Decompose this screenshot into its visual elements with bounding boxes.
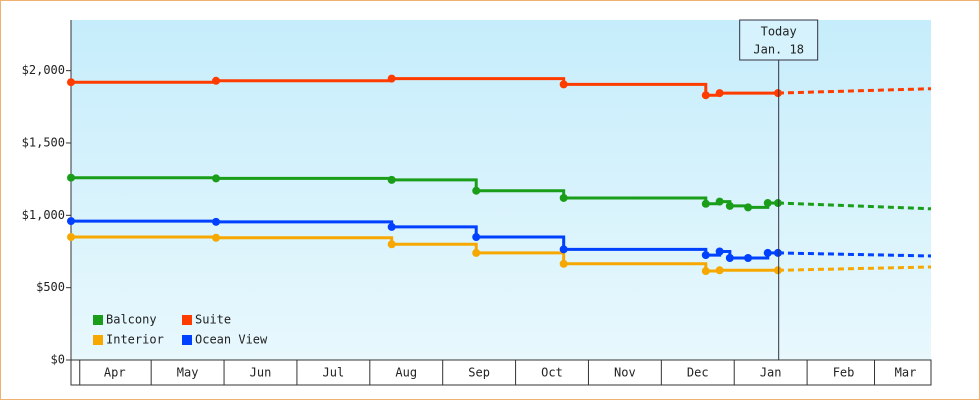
data-point	[559, 245, 568, 254]
step-segment	[71, 80, 218, 84]
today-label: Today	[761, 25, 797, 39]
data-point	[715, 247, 724, 256]
forecast-line	[777, 87, 932, 95]
data-point	[559, 259, 568, 268]
data-point	[744, 203, 753, 212]
data-point	[559, 193, 568, 202]
data-point	[701, 199, 710, 208]
step-segment	[71, 176, 218, 180]
legend-label: Ocean View	[195, 333, 268, 347]
data-point	[472, 233, 481, 242]
x-tick-label: Nov	[614, 366, 636, 380]
data-point	[701, 267, 710, 276]
data-point	[472, 248, 481, 257]
data-point	[715, 197, 724, 206]
y-tick-label: $2,000	[22, 63, 65, 77]
data-point	[725, 201, 734, 210]
x-tick-label: May	[177, 366, 199, 380]
data-point	[773, 89, 782, 98]
data-point	[387, 74, 396, 83]
legend-label: Balcony	[106, 313, 157, 327]
x-tick-label: Jan	[760, 366, 782, 380]
data-point	[67, 173, 75, 182]
step-segment	[476, 235, 566, 250]
data-point	[701, 91, 710, 100]
x-tick-label: Oct	[541, 366, 563, 380]
data-point	[67, 217, 75, 226]
x-tick-label: Feb	[833, 366, 855, 380]
forecast-line	[777, 265, 932, 272]
data-point	[472, 186, 481, 195]
data-point	[715, 266, 724, 275]
x-tick-label: Aug	[395, 366, 417, 380]
data-point	[763, 248, 772, 257]
data-point	[212, 233, 221, 242]
data-point	[773, 266, 782, 275]
x-tick-label: Sep	[468, 366, 490, 380]
data-point	[387, 175, 396, 184]
legend-label: Interior	[106, 333, 164, 347]
data-point	[701, 251, 710, 260]
y-tick-label: $1,500	[22, 135, 65, 149]
y-tick-label: $500	[36, 280, 65, 294]
data-point	[67, 233, 75, 242]
data-point	[387, 240, 396, 249]
legend-swatch	[93, 335, 103, 345]
data-point	[763, 199, 772, 208]
legend-swatch	[182, 315, 192, 325]
x-tick-label: Jun	[250, 366, 272, 380]
data-point	[387, 222, 396, 231]
y-tick-label: $1,000	[22, 208, 65, 222]
step-segment	[216, 176, 394, 180]
x-tick-label: Dec	[687, 366, 709, 380]
step-segment	[71, 219, 218, 223]
data-point	[715, 89, 724, 98]
data-point	[212, 174, 221, 183]
forecast-line	[777, 251, 932, 258]
data-point	[212, 217, 221, 226]
data-point	[773, 248, 782, 257]
today-box	[739, 19, 819, 61]
data-point	[744, 254, 753, 262]
data-point	[67, 78, 75, 87]
x-axis-box	[70, 359, 932, 386]
x-tick-label: Apr	[104, 366, 126, 380]
today-label: Jan. 18	[753, 43, 804, 57]
legend-swatch	[182, 335, 192, 345]
x-tick-label: Mar	[895, 366, 917, 380]
y-tick-label: $0	[51, 353, 65, 367]
data-point	[559, 80, 568, 89]
data-point	[773, 199, 782, 208]
forecast-line	[777, 201, 932, 211]
x-tick-label: Jul	[323, 366, 345, 380]
legend-label: Suite	[195, 313, 231, 327]
data-point	[725, 254, 734, 262]
step-segment	[71, 235, 218, 239]
data-point	[212, 76, 221, 85]
legend-swatch	[93, 315, 103, 325]
